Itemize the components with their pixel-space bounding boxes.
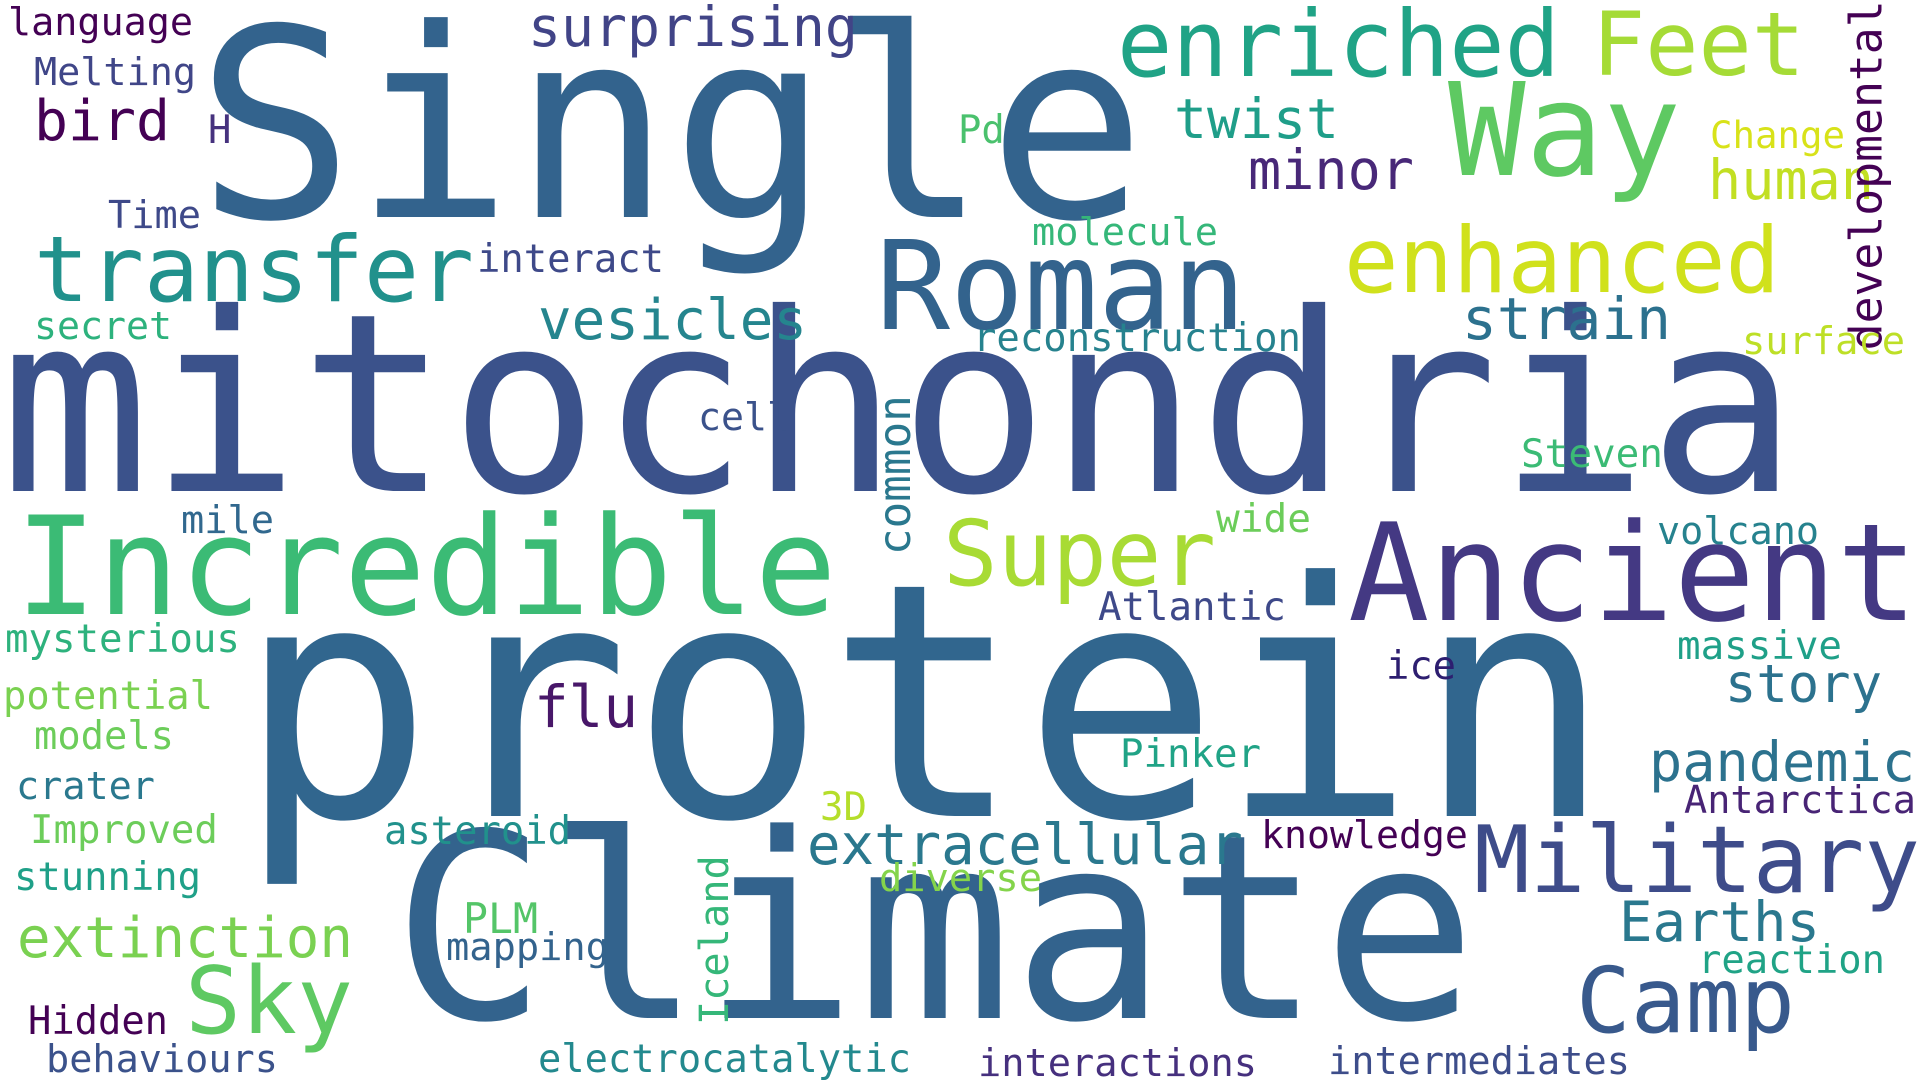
word-feet: Feet — [1592, 0, 1805, 96]
word-twist: twist — [1174, 87, 1339, 152]
word-surprising: surprising — [528, 0, 858, 60]
word-roman: Roman — [876, 214, 1246, 358]
word-change: Change — [1710, 113, 1845, 158]
word-flu: flu — [534, 673, 638, 741]
word-mitochondria: mitochondria — [0, 260, 1798, 551]
word-plm: PLM — [463, 894, 538, 944]
word-hidden: Hidden — [28, 998, 168, 1044]
word-strain: strain — [1462, 285, 1672, 354]
word-language: language — [8, 0, 193, 45]
word-extracellular: extracellular — [807, 812, 1243, 878]
word-mysterious: mysterious — [5, 617, 240, 663]
word-ice: ice — [1386, 643, 1456, 689]
word-developmental: developmental — [1839, 0, 1893, 350]
word-asteroid: asteroid — [384, 808, 571, 854]
word-interactions: interactions — [978, 1040, 1257, 1080]
word-super: Super — [943, 502, 1216, 608]
word-extinction: extinction — [17, 906, 353, 972]
word-diverse: diverse — [879, 855, 1042, 901]
word-reconstruction: reconstruction — [973, 315, 1301, 361]
word-story: story — [1725, 655, 1882, 716]
word-electrocatalytic: electrocatalytic — [538, 1036, 911, 1080]
word-knowledge: knowledge — [1261, 813, 1468, 858]
word-reaction: reaction — [1698, 937, 1885, 983]
word-pinker: Pinker — [1120, 732, 1261, 778]
word-intermediates: intermediates — [1328, 1038, 1630, 1080]
word-potential: potential — [3, 673, 213, 719]
word-pandemic: pandemic — [1649, 731, 1915, 796]
word-camp: Camp — [1576, 948, 1795, 1054]
word-secret: secret — [34, 304, 172, 349]
word-incredible: Incredible — [15, 487, 837, 647]
word-human: human — [1708, 148, 1874, 213]
word-surface: surface — [1742, 318, 1905, 364]
word-common: common — [869, 395, 921, 555]
word-way: Way — [1448, 56, 1681, 207]
word-bird: bird — [34, 89, 170, 155]
word-h: H — [208, 108, 232, 154]
word-cell: cell — [698, 395, 790, 440]
word-earths: Earths — [1619, 889, 1820, 955]
word-melting: Melting — [34, 49, 196, 95]
word-wide: wide — [1216, 496, 1311, 543]
word-minor: minor — [1248, 138, 1414, 203]
word-enhanced: enhanced — [1344, 208, 1780, 314]
word-enriched: enriched — [1117, 0, 1560, 99]
word-pd: Pd — [958, 108, 1005, 154]
word-transfer: transfer — [34, 216, 475, 324]
word-iceland: Iceland — [690, 855, 738, 1025]
word-crater: crater — [16, 763, 155, 809]
word-sky: Sky — [185, 947, 354, 1056]
word-time: Time — [108, 193, 201, 239]
word-3d: 3D — [820, 785, 867, 831]
word-protein: protein — [237, 512, 1613, 893]
word-molecule: molecule — [1032, 209, 1218, 255]
word-massive: massive — [1677, 624, 1842, 670]
word-models: models — [34, 713, 174, 759]
word-steven: Steven — [1521, 432, 1663, 478]
word-climate: Climate — [392, 779, 1478, 1080]
word-single: Single — [196, 0, 1147, 280]
word-behaviours: behaviours — [46, 1036, 278, 1080]
word-volcano: volcano — [1657, 508, 1819, 554]
word-atlantic: Atlantic — [1098, 585, 1286, 631]
word-ancient: Ancient — [1348, 494, 1918, 653]
word-antarctica: Antarctica — [1684, 777, 1916, 823]
word-interact: interact — [477, 236, 664, 282]
word-improved: Improved — [30, 808, 218, 854]
word-vesicles: vesicles — [538, 288, 807, 354]
word-mile: mile — [181, 497, 274, 543]
word-stunning: stunning — [14, 854, 201, 900]
word-mapping: mapping — [446, 924, 609, 970]
word-military: Military — [1474, 806, 1920, 915]
